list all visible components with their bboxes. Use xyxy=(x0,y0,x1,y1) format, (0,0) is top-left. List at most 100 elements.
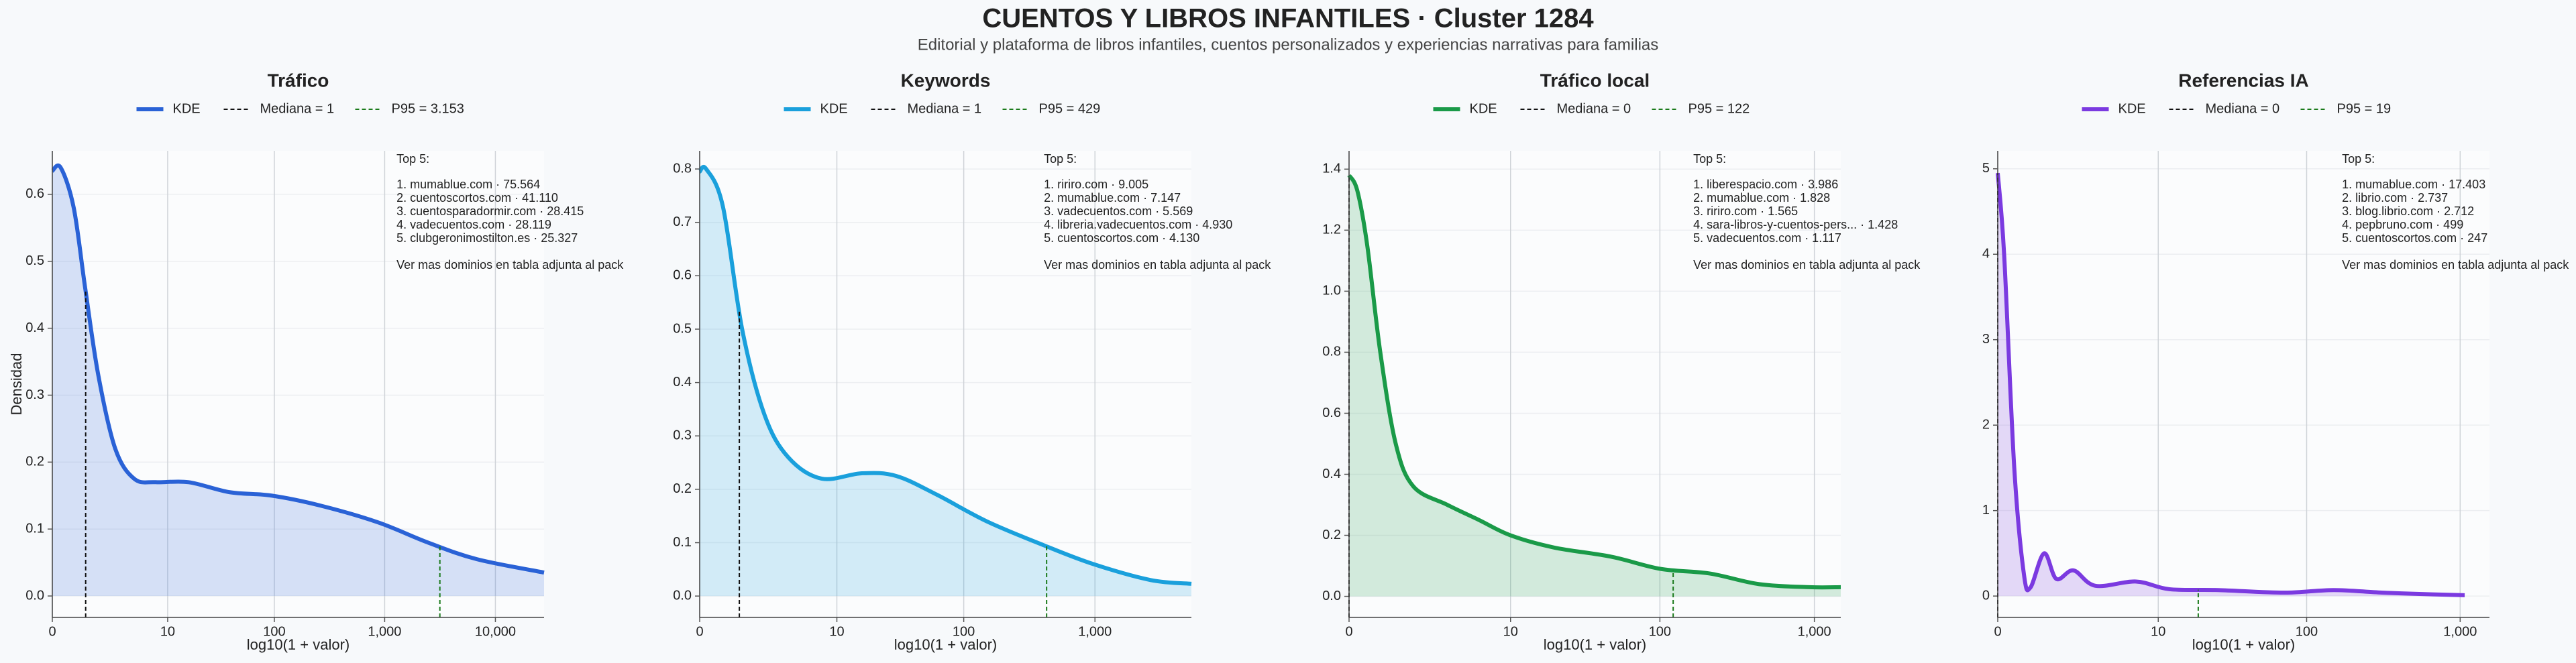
x-tick-label: 0 xyxy=(696,624,703,639)
x-tick-label: 100 xyxy=(263,624,285,639)
y-tick-label: 0.3 xyxy=(673,428,692,443)
y-tick-label: 0.1 xyxy=(25,521,44,536)
y-tick-label: 0.2 xyxy=(673,481,692,496)
annotation-line: 1. mumablue.com · 17.403 xyxy=(2342,178,2485,191)
y-tick-label: 0.8 xyxy=(673,161,692,176)
x-axis-label: log10(1 + valor) xyxy=(2192,636,2295,653)
annotation-line: 4. vadecuentos.com · 28.119 xyxy=(396,218,551,231)
x-tick-label: 0 xyxy=(1345,624,1352,639)
annotation-title: Top 5: xyxy=(396,152,429,166)
annotation-title: Top 5: xyxy=(2342,152,2375,166)
legend-label: P95 = 3.153 xyxy=(392,101,464,116)
y-tick-label: 0.5 xyxy=(673,321,692,336)
legend-label: P95 = 122 xyxy=(1688,101,1750,116)
annotation-line: 2. cuentoscortos.com · 41.110 xyxy=(396,191,558,204)
legend-label: P95 = 19 xyxy=(2337,101,2392,116)
y-tick-label: 5 xyxy=(1982,161,1990,176)
plot-area xyxy=(52,151,544,617)
annotation-line: 1. liberespacio.com · 3.986 xyxy=(1693,178,1838,191)
x-tick-label: 0 xyxy=(48,624,56,639)
x-tick-label: 10 xyxy=(160,624,175,639)
annotation-title: Top 5: xyxy=(1044,152,1077,166)
figure-subtitle: Editorial y plataforma de libros infanti… xyxy=(918,36,1659,54)
y-tick-label: 0.4 xyxy=(25,320,44,335)
y-tick-label: 0.3 xyxy=(25,387,44,402)
x-axis-label: log10(1 + valor) xyxy=(894,636,997,653)
x-tick-label: 1,000 xyxy=(1798,624,1831,639)
y-tick-label: 0.5 xyxy=(25,253,44,268)
legend-label: P95 = 429 xyxy=(1039,101,1101,116)
panel: 0.0 0.1 0.2 0.3 0.4 0.5 0.6 0.7 0.8 0 10 100 1,000 KD… xyxy=(673,70,1271,652)
y-tick-label: 0.0 xyxy=(1322,589,1341,603)
y-tick-label: 2 xyxy=(1982,417,1990,432)
annotation-line: 1. mumablue.com · 75.564 xyxy=(396,178,540,191)
x-axis-label: log10(1 + valor) xyxy=(1544,636,1646,653)
annotation-line: 2. librio.com · 2.737 xyxy=(2342,191,2448,204)
kde-area xyxy=(700,166,1191,597)
annotation-line: 5. cuentoscortos.com · 4.130 xyxy=(1044,231,1199,245)
x-tick-label: 0 xyxy=(1994,624,2001,639)
annotation-note: Ver mas dominios en tabla adjunta al pac… xyxy=(1044,258,1271,272)
kde-area xyxy=(1349,175,1841,597)
kde-line xyxy=(1996,172,2465,597)
kde-line xyxy=(698,164,1192,586)
kde-line xyxy=(50,163,545,575)
y-tick-label: 3 xyxy=(1982,332,1990,347)
panel: 0.0 0.1 0.2 0.3 0.4 0.5 0.6 0 10 100 1,000 10,000 KD… xyxy=(8,70,624,652)
legend-label: KDE xyxy=(173,101,201,116)
y-tick-label: 0.0 xyxy=(673,588,692,603)
x-tick-label: 100 xyxy=(1649,624,1671,639)
y-tick-label: 0.7 xyxy=(673,215,692,229)
panel: 0.0 0.2 0.4 0.6 0.8 1.0 1.2 1.4 0 10 100 1,000 KDE Me… xyxy=(1322,70,1921,652)
y-tick-label: 0.8 xyxy=(1322,345,1341,359)
kde-area xyxy=(52,165,544,597)
annotation-line: 4. sara-libros-y-cuentos-pers... · 1.428 xyxy=(1693,218,1898,231)
x-tick-label: 10 xyxy=(829,624,844,639)
legend-label: Mediana = 1 xyxy=(908,101,982,116)
kde-line xyxy=(1347,174,1841,590)
annotation-line: 2. mumablue.com · 7.147 xyxy=(1044,191,1181,204)
x-tick-label: 1,000 xyxy=(1078,624,1112,639)
y-tick-label: 0.2 xyxy=(1322,528,1341,542)
x-tick-label: 10 xyxy=(2151,624,2165,639)
y-tick-label: 0.6 xyxy=(25,186,44,201)
x-tick-label: 1,000 xyxy=(2443,624,2477,639)
y-tick-label: 0.2 xyxy=(25,455,44,469)
legend-label: KDE xyxy=(1470,101,1497,116)
y-tick-label: 0.6 xyxy=(1322,406,1341,420)
legend-label: KDE xyxy=(2118,101,2146,116)
annotation-title: Top 5: xyxy=(1693,152,1726,166)
y-tick-label: 0.4 xyxy=(673,375,692,389)
panel-title: Referencias IA xyxy=(2178,70,2309,91)
y-tick-label: 0.4 xyxy=(1322,467,1341,481)
y-axis-label: Densidad xyxy=(8,353,25,416)
annotation-line: 3. ririro.com · 1.565 xyxy=(1693,204,1798,218)
plot-area xyxy=(1998,151,2489,617)
annotation-line: 3. vadecuentos.com · 5.569 xyxy=(1044,204,1193,218)
y-tick-label: 1.4 xyxy=(1322,162,1341,176)
y-tick-label: 4 xyxy=(1982,247,1990,261)
annotation-line: 5. clubgeronimostilton.es · 25.327 xyxy=(396,231,578,245)
y-tick-label: 0.1 xyxy=(673,535,692,550)
panel-title: Keywords xyxy=(901,70,991,91)
x-tick-label: 100 xyxy=(2296,624,2318,639)
x-tick-label: 10,000 xyxy=(475,624,516,639)
annotation-line: 5. vadecuentos.com · 1.117 xyxy=(1693,231,1841,245)
y-tick-label: 0 xyxy=(1982,588,1990,603)
annotation-line: 4. libreria.vadecuentos.com · 4.930 xyxy=(1044,218,1232,231)
panel-title: Tráfico xyxy=(268,70,329,91)
plot-area xyxy=(700,151,1191,617)
panel-title: Tráfico local xyxy=(1540,70,1650,91)
annotation-line: 3. blog.librio.com · 2.712 xyxy=(2342,204,2474,218)
x-tick-label: 100 xyxy=(953,624,975,639)
y-tick-label: 1 xyxy=(1982,503,1990,518)
x-axis-label: log10(1 + valor) xyxy=(247,636,350,653)
figure-title: CUENTOS Y LIBROS INFANTILES · Cluster 12… xyxy=(982,4,1594,34)
y-tick-label: 1.2 xyxy=(1322,223,1341,237)
y-tick-label: 0.6 xyxy=(673,268,692,283)
x-tick-label: 1,000 xyxy=(368,624,401,639)
annotation-line: 2. mumablue.com · 1.828 xyxy=(1693,191,1830,204)
legend-label: KDE xyxy=(820,101,848,116)
